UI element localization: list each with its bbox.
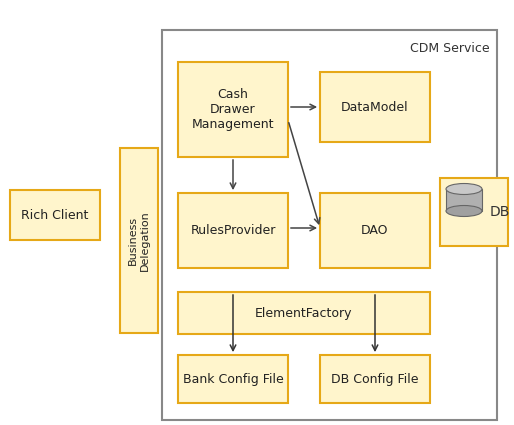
- FancyBboxPatch shape: [10, 190, 100, 240]
- FancyBboxPatch shape: [178, 292, 430, 334]
- Text: Cash
Drawer
Management: Cash Drawer Management: [192, 88, 274, 131]
- Text: RulesProvider: RulesProvider: [190, 224, 276, 237]
- Ellipse shape: [446, 206, 482, 216]
- Text: DataModel: DataModel: [341, 100, 409, 113]
- FancyBboxPatch shape: [178, 193, 288, 268]
- Text: Bank Config File: Bank Config File: [182, 372, 283, 385]
- FancyBboxPatch shape: [120, 148, 158, 333]
- FancyBboxPatch shape: [446, 189, 482, 211]
- FancyBboxPatch shape: [440, 178, 508, 246]
- Ellipse shape: [446, 184, 482, 195]
- Text: DB: DB: [490, 205, 510, 219]
- FancyBboxPatch shape: [320, 72, 430, 142]
- Text: Business
Delegation: Business Delegation: [128, 210, 150, 271]
- FancyBboxPatch shape: [178, 355, 288, 403]
- Text: CDM Service: CDM Service: [410, 42, 490, 55]
- FancyBboxPatch shape: [162, 30, 497, 420]
- FancyBboxPatch shape: [320, 193, 430, 268]
- Text: Rich Client: Rich Client: [21, 209, 89, 221]
- Text: DB Config File: DB Config File: [331, 372, 419, 385]
- FancyBboxPatch shape: [320, 355, 430, 403]
- FancyBboxPatch shape: [178, 62, 288, 157]
- Text: DAO: DAO: [361, 224, 389, 237]
- Text: ElementFactory: ElementFactory: [255, 306, 353, 320]
